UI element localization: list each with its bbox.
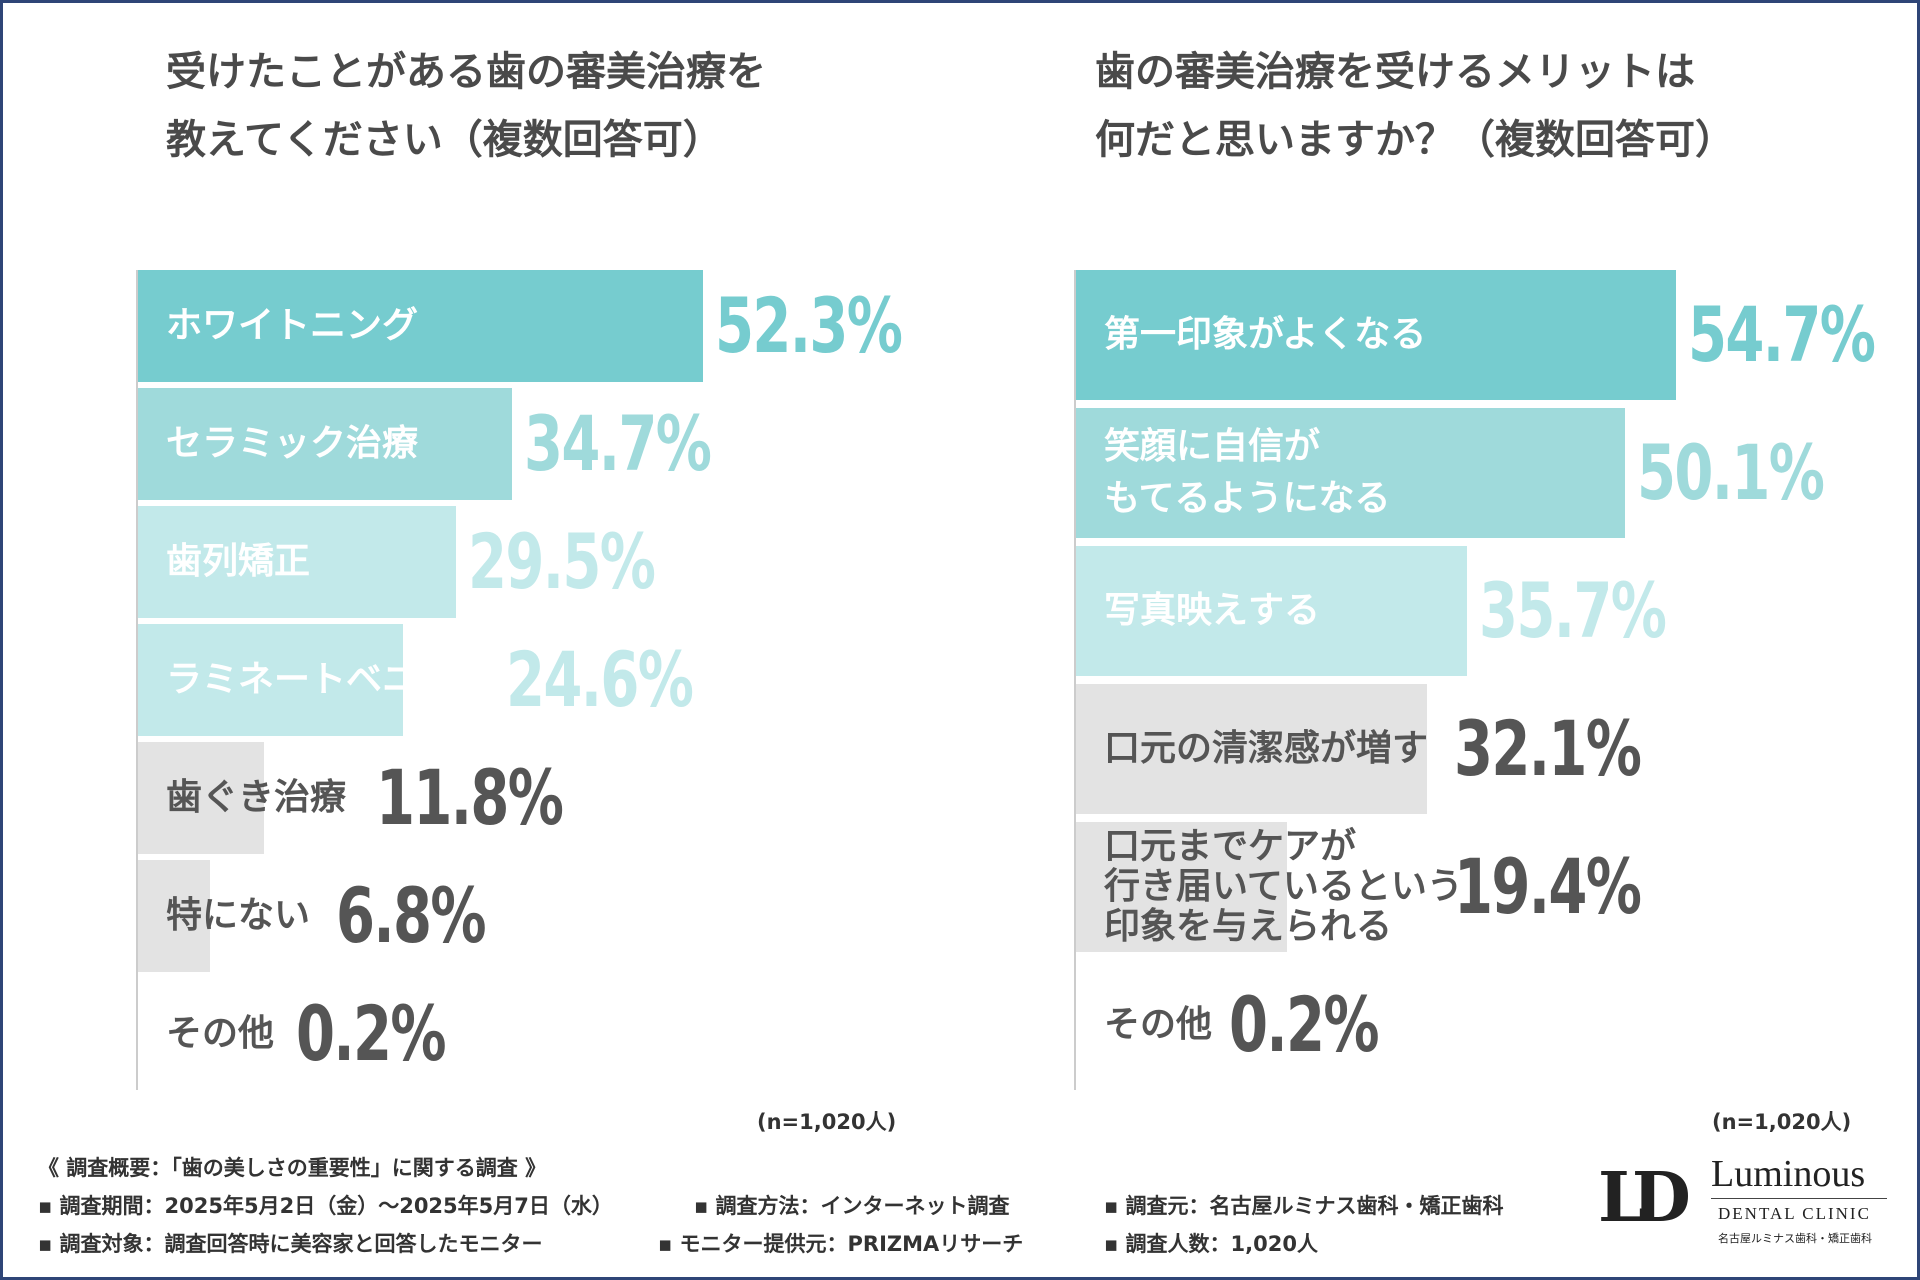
logo-subtitle: DENTAL CLINIC [1718, 1204, 1871, 1224]
right-bar-chart: 第一印象がよくなる 54.7% 笑顔に自信が もてるようになる 50.1% 写真映えする 3… [1074, 270, 1854, 1090]
bar-value: 32.1% [1454, 684, 1640, 814]
bar-label: ホワイトニング [166, 300, 418, 352]
bar-label: 第一印象がよくなる [1104, 309, 1426, 361]
bar-label: ラミネートベニア [166, 654, 454, 706]
clinic-logo: LD Luminous DENTAL CLINIC 名古屋ルミナス歯科・矯正歯科 [1598, 1150, 1898, 1260]
bar-value: 50.1% [1637, 408, 1823, 538]
survey-target: ▪ 調査対象：調査回答時に美容家と回答したモニター [38, 1228, 543, 1258]
left-title-line2: 教えてください（複数回答可） [166, 106, 766, 174]
survey-method: ▪ 調査方法：インターネット調査 [694, 1190, 1010, 1220]
bar-value: 0.2% [296, 978, 445, 1090]
bar-value: 54.7% [1688, 270, 1874, 400]
logo-japanese: 名古屋ルミナス歯科・矯正歯科 [1718, 1230, 1872, 1246]
bar-label: 口元までケアが 行き届いているという 印象を与えられる [1104, 827, 1463, 947]
bar-label: その他 [166, 1008, 274, 1060]
bar-label: 歯ぐき治療 [166, 772, 346, 824]
right-title-line2: 何だと思いますか？（複数回答可） [1095, 106, 1735, 174]
bar-value: 6.8% [336, 860, 485, 972]
survey-source: ▪ 調査元：名古屋ルミナス歯科・矯正歯科 [1104, 1190, 1504, 1220]
bar-value: 52.3% [715, 270, 901, 382]
bar-value: 34.7% [524, 388, 710, 500]
bar-value: 19.4% [1454, 822, 1640, 952]
bar-value: 11.8% [376, 742, 562, 854]
bar-label: 写真映えする [1104, 585, 1320, 637]
left-sample-size: (n=1,020人) [757, 1106, 896, 1136]
y-axis-line [136, 270, 138, 1090]
bar-label: 歯列矯正 [166, 536, 310, 588]
right-sample-size: (n=1,020人) [1712, 1106, 1851, 1136]
survey-period: ▪ 調査期間：2025年5月2日（金）～2025年5月7日（水） [38, 1190, 613, 1220]
logo-divider [1711, 1198, 1887, 1199]
survey-count: ▪ 調査人数：1,020人 [1104, 1228, 1318, 1258]
bar-label: 口元の清潔感が増す [1104, 723, 1428, 775]
bar-label: 特にない [166, 890, 310, 942]
bar-value: 24.6% [506, 624, 692, 736]
bar-label: セラミック治療 [166, 418, 418, 470]
bar-value: 35.7% [1479, 546, 1665, 676]
bar-value: 0.2% [1229, 960, 1378, 1090]
y-axis-line [1074, 270, 1076, 1090]
right-chart-title: 歯の審美治療を受けるメリットは 何だと思いますか？（複数回答可） [1095, 38, 1735, 174]
left-chart-title: 受けたことがある歯の審美治療を 教えてください（複数回答可） [166, 38, 766, 174]
bar-label: その他 [1104, 999, 1212, 1051]
left-bar-chart: ホワイトニング 52.3% セラミック治療 34.7% 歯列矯正 29.5% ラミネートベニ… [136, 270, 896, 1090]
logo-name: Luminous [1711, 1152, 1865, 1196]
survey-provider: ▪ モニター提供元：PRIZMAリサーチ [658, 1228, 1023, 1258]
logo-mark: LD [1598, 1158, 1677, 1238]
survey-heading: 《 調査概要：「歯の美しさの重要性」に関する調査 》 [38, 1152, 546, 1182]
left-title-line1: 受けたことがある歯の審美治療を [166, 38, 766, 106]
right-title-line1: 歯の審美治療を受けるメリットは [1095, 38, 1735, 106]
bar-value: 29.5% [468, 506, 654, 618]
bar-label: 笑顔に自信が もてるようになる [1104, 421, 1391, 525]
